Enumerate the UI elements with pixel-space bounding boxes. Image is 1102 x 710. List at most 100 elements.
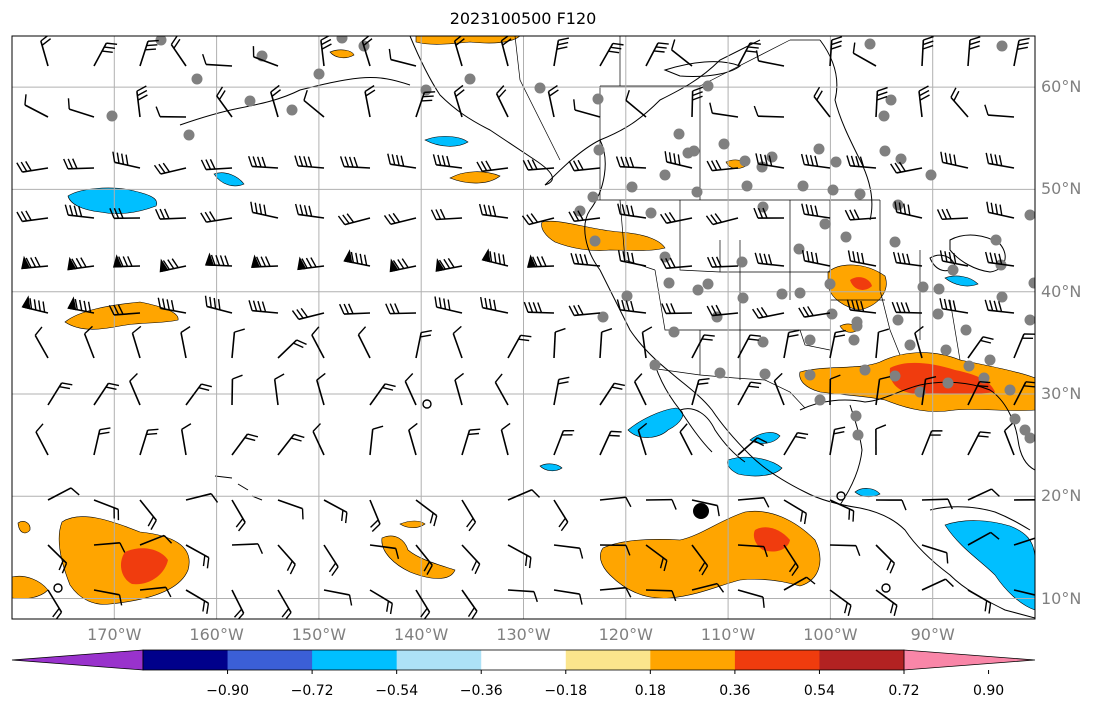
island-cuba [929,506,1031,531]
wind-barb [34,326,49,359]
wind-barb [277,589,292,619]
station-dot [797,180,809,192]
wind-barb [231,433,259,456]
wind-barb [385,303,417,315]
station-dot [688,145,700,157]
gridlines [12,36,1035,619]
station-dot [1024,314,1035,326]
wind-barb [829,499,855,522]
wind-barb [507,544,532,569]
wind-barb [139,534,173,546]
wind-barb [200,159,233,171]
wind-barb [737,381,762,406]
wind-barb [1013,498,1035,501]
longitude-label: 150°W [291,625,347,644]
station-dot [659,251,671,263]
colorbar-tick-label: −0.72 [290,683,334,699]
colorbar-extend-max [903,649,1036,671]
wind-barb [291,307,325,321]
latitude-label: 20°N [1041,486,1082,506]
wind-barb [157,297,187,314]
state-borders [619,199,961,380]
colorbar-tick-label: −0.18 [544,683,588,699]
station-dot [757,201,769,213]
coastline-baja [654,364,746,463]
wind-barb [645,42,669,67]
station-dot [691,186,703,198]
wind-barb [984,104,1015,118]
wind-barb [408,422,418,456]
wind-barb [185,492,219,503]
wind-barb [415,91,436,118]
wind-barb [753,105,785,118]
wind-barb [383,212,417,225]
wind-barb [829,329,846,359]
wind-barb [93,427,111,456]
wind-barb [339,156,371,169]
wind-barb [154,208,187,220]
station-dot [286,104,298,116]
longitude-label: 140°W [394,625,449,644]
wind-barb [875,328,890,359]
wind-barb [921,544,949,564]
wind-barb [21,255,49,270]
station-dot [714,367,726,379]
wind-barb [801,250,831,267]
wind-barb [1003,422,1015,456]
wind-barb [216,86,233,118]
wind-barb [357,326,371,359]
wind-barb [706,304,739,317]
wind-barb [875,424,887,456]
wind-barb [303,89,325,118]
wind-barb [737,544,768,558]
anomaly-region [64,301,179,330]
wind-barb [153,162,187,175]
wind-barb [754,252,785,267]
wind-barb [568,210,601,223]
wind-barb [967,531,1000,546]
wind-barb [950,87,969,118]
coastlines [179,36,1035,619]
wind-barb [369,383,396,406]
wind-barb [415,499,438,527]
wind-barb [984,299,1015,314]
station-dot [892,199,904,211]
station-dot [1009,413,1021,425]
wind-barb [452,325,463,359]
wind-barb [461,499,477,532]
station-dot [244,95,256,107]
wind-barb [507,334,532,359]
wind-barb [737,42,761,67]
wind-barb [773,372,785,406]
map-frame [11,35,1036,620]
station-dot [759,368,771,380]
wind-barb [813,86,831,118]
wind-barb [705,213,739,226]
station-dot [673,128,685,140]
wind-barb [921,498,953,510]
wind-barb [921,578,954,591]
anomaly-region [381,535,456,579]
anomaly-region-negative [627,407,684,438]
calm-wind-circle [881,583,891,593]
wind-barb [83,325,95,359]
wind-barb [967,36,981,67]
wind-barb [454,372,465,406]
wind-barb [967,589,992,614]
wind-barb [921,430,943,456]
station-dot [925,169,937,181]
wind-barb [783,576,816,591]
station-dot [963,360,975,372]
wind-barb [939,298,969,314]
wind-barb [294,203,325,219]
wind-barb [67,296,95,314]
station-dot [933,283,945,295]
station-dot [804,369,816,381]
station-dot [851,316,863,328]
wind-barb [453,36,465,67]
wind-barb [892,251,923,267]
wind-barb [936,208,969,221]
wind-barb [67,98,95,118]
wind-barb [921,36,934,67]
station-dot [932,308,944,320]
